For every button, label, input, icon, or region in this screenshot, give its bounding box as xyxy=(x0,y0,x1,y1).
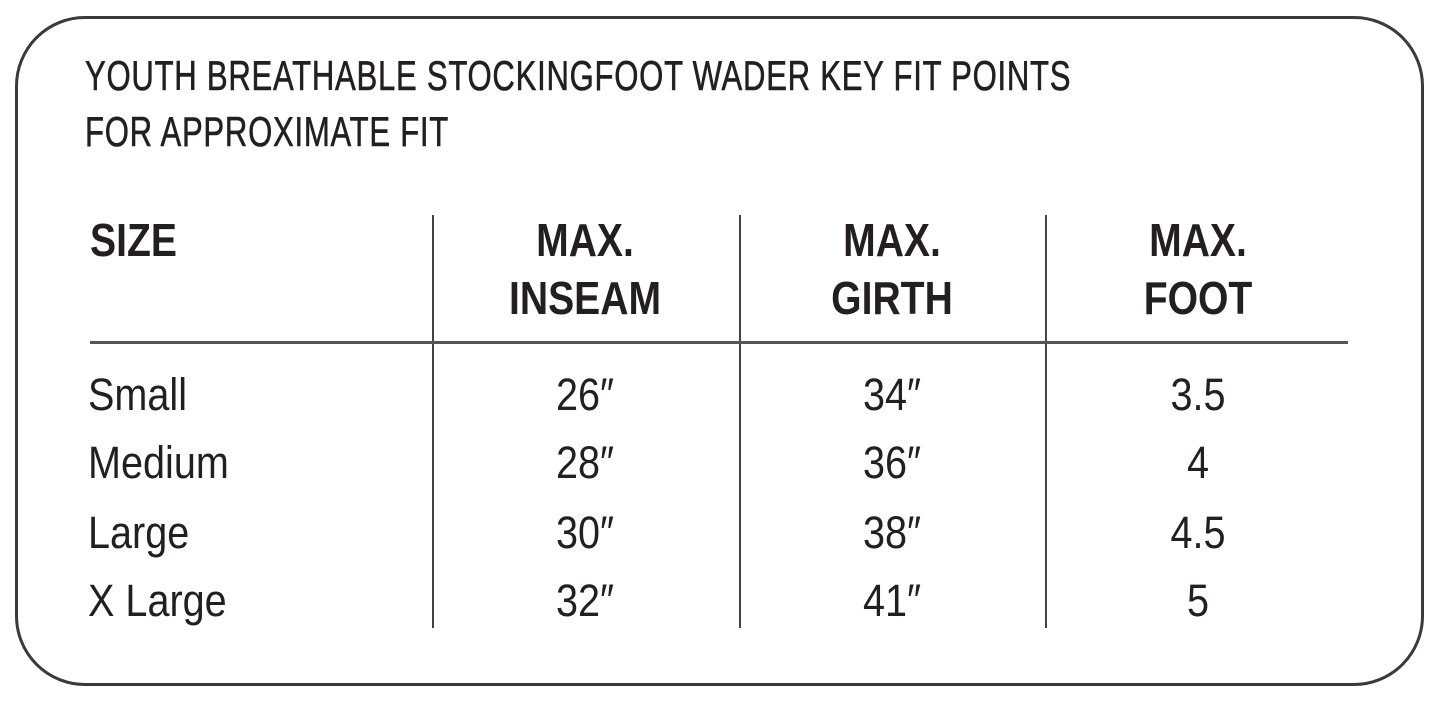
header-divider xyxy=(90,341,1348,344)
header-text: MAX. xyxy=(1149,214,1247,266)
size-cell: Small xyxy=(88,369,188,420)
size-cell: Medium xyxy=(88,437,229,488)
value-cell: 28″ xyxy=(555,437,615,488)
header-text: INSEAM xyxy=(508,272,662,324)
header-text: SIZE xyxy=(90,214,177,266)
value-cell: 34″ xyxy=(862,369,922,420)
value-cell: 5 xyxy=(1186,575,1210,626)
size-cell: X Large xyxy=(88,575,227,626)
chart-subtitle: FOR APPROXIMATE FIT xyxy=(85,108,450,155)
value-cell: 38″ xyxy=(862,507,922,558)
value-cell: 4.5 xyxy=(1170,507,1226,558)
value-cell: 41″ xyxy=(862,575,922,626)
header-text: MAX. xyxy=(843,214,941,266)
column-divider xyxy=(432,215,434,628)
column-divider xyxy=(1045,215,1047,628)
header-text: MAX. xyxy=(536,214,634,266)
value-cell: 32″ xyxy=(555,575,615,626)
header-inseam: MAX. INSEAM xyxy=(458,211,713,327)
value-cell: 3.5 xyxy=(1170,369,1226,420)
chart-title: YOUTH BREATHABLE STOCKINGFOOT WADER KEY … xyxy=(85,52,1072,99)
header-foot: MAX. FOOT xyxy=(1071,211,1326,327)
value-cell: 30″ xyxy=(555,507,615,558)
header-girth: MAX. GIRTH xyxy=(765,211,1020,327)
value-cell: 26″ xyxy=(555,369,615,420)
size-chart-card xyxy=(15,16,1424,686)
value-cell: 36″ xyxy=(862,437,922,488)
header-size: SIZE xyxy=(90,211,177,269)
value-cell: 4 xyxy=(1186,437,1210,488)
column-divider xyxy=(739,215,741,628)
header-text: GIRTH xyxy=(831,272,953,324)
size-cell: Large xyxy=(88,507,190,558)
header-text: FOOT xyxy=(1143,272,1253,324)
